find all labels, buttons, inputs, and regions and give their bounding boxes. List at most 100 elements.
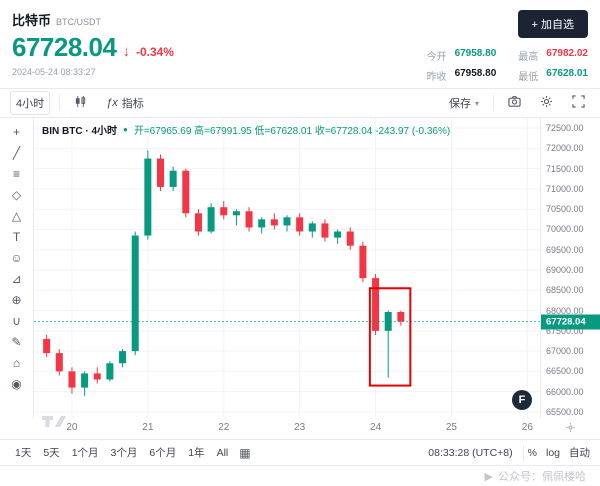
price-tick: 67000.00 xyxy=(546,346,584,357)
chart-area: + ╱ ≡ ◇ △ T ☺ ⊿ ⊕ ∪ ✎ ⌂ ◉ BIN BTC · 4小时 ● 开=67965.69… xyxy=(0,118,600,427)
candlestick-icon xyxy=(74,95,87,111)
time-axis-labels[interactable]: 20 21 22 23 24 25 26 xyxy=(34,418,540,439)
title-row: 比特币 BTC/USDT xyxy=(12,10,174,29)
eye-icon[interactable]: ◉ xyxy=(11,376,22,391)
forecast-icon[interactable]: △ xyxy=(11,208,22,223)
percent-scale-button[interactable]: % xyxy=(527,446,537,459)
range-button-5天[interactable]: 5天 xyxy=(38,443,64,462)
axis-settings-icon[interactable] xyxy=(565,420,576,438)
time-axis-spacer xyxy=(0,418,34,439)
time-axis-corner[interactable] xyxy=(540,418,600,439)
pencil-icon[interactable]: ✎ xyxy=(11,334,22,349)
stat-prev-close-value: 67958.80 xyxy=(454,68,497,79)
chart-plot[interactable]: BIN BTC · 4小时 ● 开=67965.69 高=67991.95 低=… xyxy=(34,118,540,427)
save-button[interactable]: 保存 ▾ xyxy=(444,92,484,114)
time-tick: 24 xyxy=(369,422,382,433)
time-tick: 20 xyxy=(66,422,78,433)
price-axis[interactable]: 72500.00 72000.00 71500.00 71000.00 70500.00… xyxy=(540,118,600,418)
chart-style-button[interactable] xyxy=(69,92,92,114)
range-button-6个月[interactable]: 6个月 xyxy=(144,443,181,462)
time-tick: 23 xyxy=(294,422,306,433)
stat-low-value: 67628.01 xyxy=(546,68,588,79)
fullscreen-icon xyxy=(572,95,585,111)
stat-high-label: 最高 xyxy=(518,52,539,63)
pattern-icon[interactable]: ◇ xyxy=(11,187,22,202)
calendar-icon[interactable]: ▦ xyxy=(239,445,251,460)
price-tick: 68000.00 xyxy=(546,305,584,316)
header-left: 比特币 BTC/USDT 67728.04 ↓ -0.34% 2024-05-24… xyxy=(12,10,174,88)
interval-button[interactable]: 4小时 xyxy=(10,91,51,115)
stat-low-label: 最低 xyxy=(518,72,539,83)
quote-timestamp: 2024-05-24 08:33:27 xyxy=(12,67,96,77)
gear-icon xyxy=(540,95,553,111)
indicators-label: 指标 xyxy=(121,98,144,110)
indicators-button[interactable]: ƒx 指标 xyxy=(101,92,149,114)
range-button-1个月[interactable]: 1个月 xyxy=(67,443,104,462)
market-status-dot-icon: ● xyxy=(123,125,128,134)
drawing-toolbar: + ╱ ≡ ◇ △ T ☺ ⊿ ⊕ ∪ ✎ ⌂ ◉ xyxy=(0,118,34,418)
price-tick: 67500.00 xyxy=(546,325,584,336)
header-right: + 加自选 今开 67958.80 最高 67982.02 昨收 67958.8… xyxy=(427,10,588,88)
range-buttons: 1天 5天 1个月 3个月 6个月 1年 All xyxy=(10,443,233,462)
time-axis[interactable]: 20 21 22 23 24 25 26 xyxy=(0,418,600,440)
fib-retracement-icon[interactable]: ≡ xyxy=(12,166,20,181)
range-button-All[interactable]: All xyxy=(212,445,234,461)
magnet-icon[interactable]: ∪ xyxy=(12,313,21,328)
price-tick: 69500.00 xyxy=(546,244,584,255)
text-tool-icon[interactable]: T xyxy=(12,229,21,244)
broker-logo: F xyxy=(512,390,532,410)
stat-prev-close-label: 昨收 xyxy=(426,72,447,83)
trendline-icon[interactable]: ╱ xyxy=(12,145,21,160)
add-watchlist-button[interactable]: + 加自选 xyxy=(517,10,588,38)
price-tick: 66500.00 xyxy=(546,366,584,377)
settings-button[interactable] xyxy=(535,92,558,114)
range-button-3个月[interactable]: 3个月 xyxy=(106,443,143,462)
fullscreen-button[interactable] xyxy=(567,92,590,114)
home-icon[interactable]: ⌂ xyxy=(12,355,21,370)
price-tick: 70000.00 xyxy=(546,224,584,235)
watermark: ▶ 公众号：佩佩楼哈 xyxy=(0,466,600,486)
price-tick: 69000.00 xyxy=(546,265,584,276)
ruler-icon[interactable]: ⊿ xyxy=(11,271,22,286)
bottom-bar-separator xyxy=(522,444,524,461)
price-tick: 72000.00 xyxy=(546,143,584,154)
symbol-label: BTC/USDT xyxy=(56,17,102,27)
price-tick: 72500.00 xyxy=(546,123,584,134)
price-tick: 71000.00 xyxy=(546,183,584,194)
page-title: 比特币 xyxy=(12,13,52,28)
candlestick-chart[interactable] xyxy=(34,118,540,418)
emoji-icon[interactable]: ☺ xyxy=(10,250,23,265)
chart-legend: BIN BTC · 4小时 ● 开=67965.69 高=67991.95 低=… xyxy=(42,122,450,137)
price-tick: 70500.00 xyxy=(546,204,584,215)
crosshair-icon[interactable]: + xyxy=(12,124,20,139)
price-tick: 65500.00 xyxy=(546,406,584,417)
daily-stats: 今开 67958.80 最高 67982.02 昨收 67958.80 最低 6… xyxy=(427,48,588,83)
log-scale-button[interactable]: log xyxy=(545,446,560,459)
toolbar-separator xyxy=(493,95,494,111)
change-percent: -0.34% xyxy=(135,45,174,59)
play-icon: ▶ xyxy=(484,470,493,483)
save-label: 保存 xyxy=(448,98,471,110)
zoom-in-icon[interactable]: ⊕ xyxy=(11,292,22,307)
stat-open-value: 67958.80 xyxy=(454,48,497,59)
snapshot-button[interactable] xyxy=(503,92,526,114)
range-button-1年[interactable]: 1年 xyxy=(183,443,209,462)
range-button-1天[interactable]: 1天 xyxy=(10,443,36,462)
price-tick: 68500.00 xyxy=(546,285,584,296)
stat-low: 最低 67628.01 xyxy=(518,68,588,83)
auto-scale-button[interactable]: 自动 xyxy=(569,447,590,459)
timezone-clock[interactable]: 08:33:28 (UTC+8) xyxy=(428,446,513,459)
toolbar-separator xyxy=(59,95,61,111)
chart-toolbar: 4小时 ƒx 指标 保存 ▾ xyxy=(0,88,600,118)
price-tick: 66000.00 xyxy=(546,386,584,397)
time-tick: 22 xyxy=(218,422,230,433)
interval-label: 4小时 xyxy=(16,98,45,110)
last-price: 67728.04 xyxy=(12,32,117,62)
last-price-tag: 67728.04 xyxy=(541,314,600,330)
scale-controls: % log 自动 xyxy=(528,445,590,460)
header: 比特币 BTC/USDT 67728.04 ↓ -0.34% 2024-05-24… xyxy=(0,0,600,88)
stat-open-label: 今开 xyxy=(426,52,447,63)
bottom-bar: 1天 5天 1个月 3个月 6个月 1年 All ▦ 08:33:28 (UTC+8) % … xyxy=(0,440,600,466)
chevron-down-icon: ▾ xyxy=(474,98,479,108)
camera-icon xyxy=(508,95,521,111)
